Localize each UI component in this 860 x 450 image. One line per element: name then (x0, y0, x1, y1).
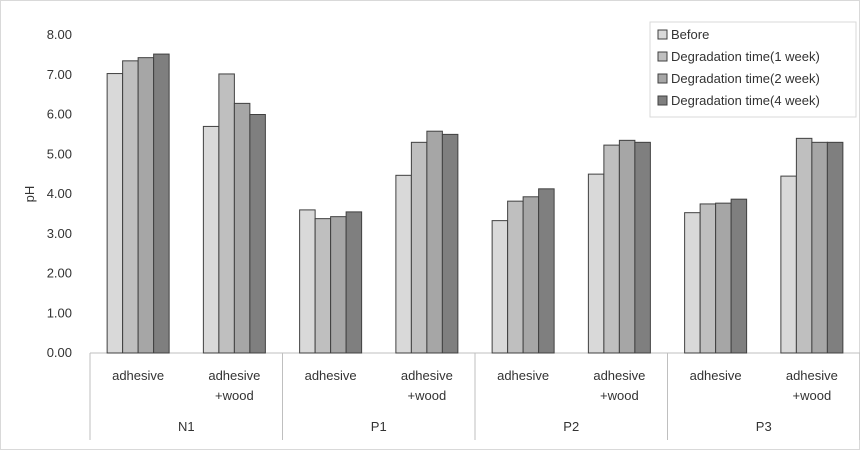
legend-entry: Before (671, 27, 709, 42)
x-category-label: adhesive (786, 368, 838, 383)
bar (587, 173, 605, 354)
x-category-label: +wood (600, 388, 639, 403)
bar (122, 60, 139, 354)
y-tick-label: 5.00 (47, 146, 72, 161)
bar (780, 175, 797, 354)
x-category-label: adhesive (690, 368, 742, 383)
bar (330, 216, 347, 354)
bar (314, 218, 332, 354)
bar (106, 73, 124, 354)
legend-entry: Degradation time(1 week) (671, 49, 820, 64)
legend-entry: Degradation time(2 week) (671, 71, 820, 86)
x-category-label: adhesive (305, 368, 357, 383)
bar (730, 198, 748, 354)
y-tick-label: 7.00 (47, 67, 72, 82)
group-label: P2 (563, 419, 579, 434)
bar (218, 73, 235, 354)
legend-entry: Degradation time(4 week) (671, 93, 820, 108)
legend-swatch (657, 51, 668, 62)
y-tick-label: 3.00 (47, 226, 72, 241)
x-category-label: adhesive (401, 368, 453, 383)
group-label: P1 (371, 419, 387, 434)
bar (699, 203, 717, 354)
y-axis-label: pH (22, 186, 37, 203)
bar (522, 196, 540, 354)
bar (618, 139, 636, 354)
bar (299, 209, 316, 354)
x-category-label: adhesive (497, 368, 549, 383)
y-tick-label: 1.00 (47, 305, 72, 320)
y-tick-label: 6.00 (47, 107, 72, 122)
x-category-label: +wood (215, 388, 254, 403)
bar (634, 141, 651, 354)
y-tick-label: 2.00 (47, 266, 72, 281)
x-category-label: +wood (408, 388, 447, 403)
bar (507, 200, 524, 354)
bar (410, 141, 428, 354)
bar (538, 188, 555, 354)
bar (249, 114, 266, 354)
x-category-label: adhesive (112, 368, 164, 383)
bar (153, 53, 170, 354)
bar (811, 141, 828, 354)
bar (345, 211, 363, 354)
legend-swatch (657, 29, 668, 40)
y-tick-label: 0.00 (47, 345, 72, 360)
bar (491, 220, 509, 354)
bar (826, 141, 844, 354)
bar (137, 57, 155, 354)
bar (426, 130, 443, 354)
bar (795, 137, 813, 354)
bar (684, 212, 701, 354)
x-category-label: adhesive (593, 368, 645, 383)
group-label: N1 (178, 419, 195, 434)
bar (395, 174, 412, 354)
group-label: P3 (756, 419, 772, 434)
bar (202, 125, 220, 354)
bar (441, 133, 459, 354)
y-tick-label: 8.00 (47, 27, 72, 42)
bar (715, 202, 732, 354)
x-category-label: +wood (793, 388, 832, 403)
bar (603, 144, 620, 354)
bar (233, 102, 251, 354)
legend-swatch (657, 95, 668, 106)
legend-swatch (657, 73, 668, 84)
x-category-label: adhesive (208, 368, 260, 383)
legend-box (649, 21, 857, 118)
y-tick-label: 4.00 (47, 186, 72, 201)
